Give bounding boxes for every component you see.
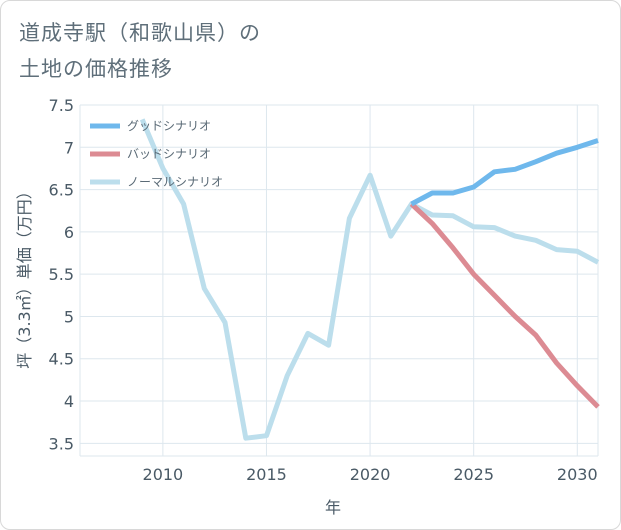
legend-label-0: グッドシナリオ (127, 119, 211, 133)
x-tick-label-2010: 2010 (143, 465, 184, 484)
legend-label-1: バッドシナリオ (127, 147, 211, 161)
series-line-2 (139, 118, 600, 441)
y-axis-label: 坪（3.3㎡）単価（万円） (15, 183, 34, 368)
grid-lines (79, 104, 599, 457)
y-tick-label-4: 4 (64, 392, 74, 411)
y-tick-label-6.5: 6.5 (49, 181, 74, 200)
chart-title-line-2: 土地の価格推移 (19, 57, 173, 81)
series-line-1 (409, 202, 600, 409)
x-tick-label-2015: 2015 (246, 465, 287, 484)
x-axis-label: 年 (325, 498, 341, 517)
y-tick-label-7: 7 (64, 138, 74, 157)
x-axis-ticks: 2010 2015 2020 2025 2030 (143, 465, 598, 484)
y-tick-label-5.5: 5.5 (49, 265, 74, 284)
y-tick-label-6: 6 (64, 223, 74, 242)
y-tick-label-5: 5 (64, 307, 74, 326)
x-tick-label-2025: 2025 (453, 465, 494, 484)
series-line-0 (410, 138, 599, 207)
chart-title-line-1: 道成寺駅（和歌山県）の (19, 21, 261, 45)
y-tick-label-7.5: 7.5 (49, 96, 74, 115)
y-axis-ticks: 3.5 4 4.5 5 5.5 6 6.5 7 7.5 (49, 96, 74, 453)
y-tick-label-4.5: 4.5 (49, 350, 74, 369)
x-tick-label-2020: 2020 (350, 465, 391, 484)
series-lines (139, 118, 600, 441)
legend-label-2: ノーマルシナリオ (127, 175, 223, 189)
x-tick-label-2030: 2030 (557, 465, 598, 484)
chart-title: 道成寺駅（和歌山県）の 土地の価格推移 (19, 15, 261, 87)
y-tick-label-3.5: 3.5 (49, 434, 74, 453)
